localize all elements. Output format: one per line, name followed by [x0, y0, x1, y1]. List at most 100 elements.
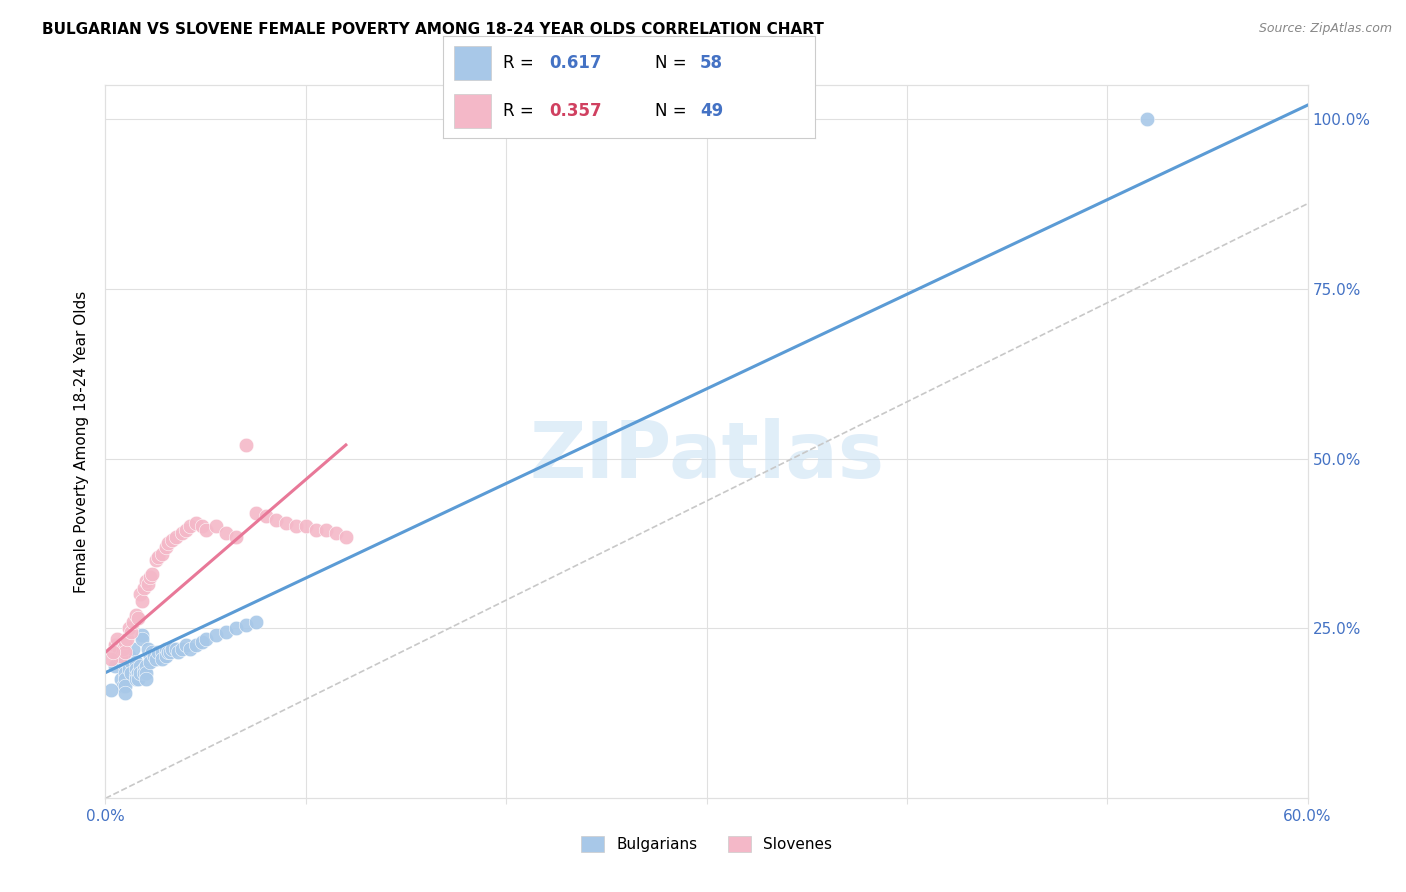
Point	[135, 574, 157, 588]
Point	[1136, 112, 1159, 126]
Point	[121, 656, 143, 670]
Point	[108, 641, 131, 656]
Point	[124, 669, 146, 683]
Text: Source: ZipAtlas.com: Source: ZipAtlas.com	[1258, 22, 1392, 36]
Point	[114, 635, 136, 649]
Point	[142, 648, 165, 663]
Point	[117, 632, 139, 646]
Point	[155, 540, 177, 554]
Point	[295, 519, 318, 533]
Point	[165, 641, 187, 656]
Point	[114, 686, 136, 700]
Point	[305, 523, 328, 537]
Point	[179, 519, 201, 533]
Point	[118, 622, 141, 636]
Point	[150, 645, 173, 659]
Point	[150, 652, 173, 666]
Point	[118, 662, 141, 676]
Text: 0.357: 0.357	[550, 102, 602, 120]
Point	[170, 641, 193, 656]
Point	[146, 550, 169, 565]
Point	[127, 673, 149, 687]
Point	[156, 645, 179, 659]
Point	[114, 679, 136, 693]
Point	[235, 618, 257, 632]
Point	[138, 656, 160, 670]
Point	[150, 547, 173, 561]
Legend: Bulgarians, Slovenes: Bulgarians, Slovenes	[575, 830, 838, 858]
Point	[122, 641, 145, 656]
Point	[132, 581, 155, 595]
Point	[146, 645, 169, 659]
Point	[174, 639, 197, 653]
Point	[194, 632, 217, 646]
Point	[128, 658, 150, 673]
Point	[114, 665, 136, 680]
Point	[127, 665, 149, 680]
Point	[225, 530, 247, 544]
Point	[103, 645, 125, 659]
Point	[110, 673, 132, 687]
Point	[112, 679, 135, 693]
Point	[122, 615, 145, 629]
Point	[335, 530, 357, 544]
Point	[325, 526, 347, 541]
Point	[174, 523, 197, 537]
Text: R =: R =	[502, 102, 538, 120]
Point	[264, 513, 287, 527]
Point	[190, 519, 212, 533]
Point	[141, 567, 163, 582]
Point	[135, 658, 157, 673]
Point	[131, 632, 153, 646]
Point	[141, 645, 163, 659]
Point	[114, 673, 136, 687]
Text: 49: 49	[700, 102, 723, 120]
FancyBboxPatch shape	[454, 46, 491, 79]
Point	[145, 652, 167, 666]
Y-axis label: Female Poverty Among 18-24 Year Olds: Female Poverty Among 18-24 Year Olds	[75, 291, 90, 592]
Point	[131, 594, 153, 608]
Point	[110, 648, 132, 663]
Point	[124, 607, 146, 622]
Point	[104, 639, 127, 653]
Point	[245, 615, 267, 629]
Point	[112, 641, 135, 656]
Point	[274, 516, 297, 530]
Point	[128, 665, 150, 680]
Point	[124, 662, 146, 676]
Point	[138, 648, 160, 663]
Point	[179, 641, 201, 656]
Point	[132, 665, 155, 680]
Point	[214, 624, 236, 639]
Text: ZIPatlas: ZIPatlas	[529, 417, 884, 494]
Point	[136, 577, 159, 591]
Point	[254, 509, 277, 524]
Point	[204, 519, 226, 533]
Point	[166, 645, 188, 659]
Point	[107, 632, 129, 646]
Point	[124, 656, 146, 670]
Point	[108, 648, 131, 663]
Point	[100, 652, 122, 666]
Point	[165, 530, 187, 544]
Point	[159, 645, 181, 659]
Point	[245, 506, 267, 520]
Text: N =: N =	[655, 54, 692, 72]
Point	[118, 648, 141, 663]
Point	[114, 658, 136, 673]
Point	[214, 526, 236, 541]
Point	[190, 635, 212, 649]
Point	[132, 662, 155, 676]
Point	[114, 645, 136, 659]
Text: R =: R =	[502, 54, 538, 72]
Point	[194, 523, 217, 537]
Point	[160, 533, 183, 547]
Text: 58: 58	[700, 54, 723, 72]
Point	[136, 641, 159, 656]
Point	[121, 665, 143, 680]
Point	[235, 438, 257, 452]
Text: 0.617: 0.617	[550, 54, 602, 72]
Point	[121, 624, 143, 639]
Point	[128, 587, 150, 601]
Text: BULGARIAN VS SLOVENE FEMALE POVERTY AMONG 18-24 YEAR OLDS CORRELATION CHART: BULGARIAN VS SLOVENE FEMALE POVERTY AMON…	[42, 22, 824, 37]
